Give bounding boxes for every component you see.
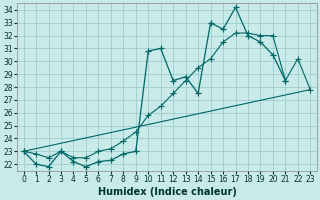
X-axis label: Humidex (Indice chaleur): Humidex (Indice chaleur) [98,187,236,197]
